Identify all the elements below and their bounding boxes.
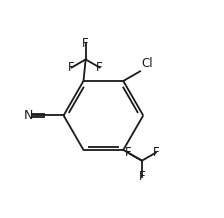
Text: F: F	[68, 61, 75, 74]
Text: F: F	[153, 146, 159, 159]
Text: F: F	[139, 170, 145, 183]
Text: F: F	[82, 37, 89, 50]
Text: N: N	[24, 109, 34, 122]
Text: F: F	[96, 61, 103, 74]
Text: Cl: Cl	[141, 57, 153, 70]
Text: F: F	[125, 146, 131, 159]
